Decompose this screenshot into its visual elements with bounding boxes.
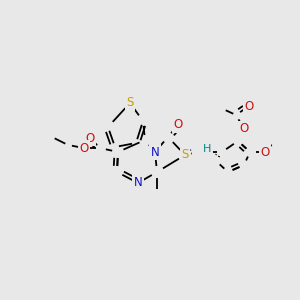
- Text: O: O: [244, 100, 253, 112]
- Text: O: O: [260, 146, 270, 158]
- Text: S: S: [126, 97, 134, 110]
- Text: O: O: [80, 142, 88, 154]
- Text: O: O: [173, 118, 183, 131]
- Text: S: S: [181, 148, 189, 161]
- Text: N: N: [134, 176, 142, 190]
- Text: H: H: [203, 144, 211, 154]
- Text: O: O: [85, 131, 94, 145]
- Text: N: N: [151, 146, 159, 158]
- Text: O: O: [239, 122, 249, 136]
